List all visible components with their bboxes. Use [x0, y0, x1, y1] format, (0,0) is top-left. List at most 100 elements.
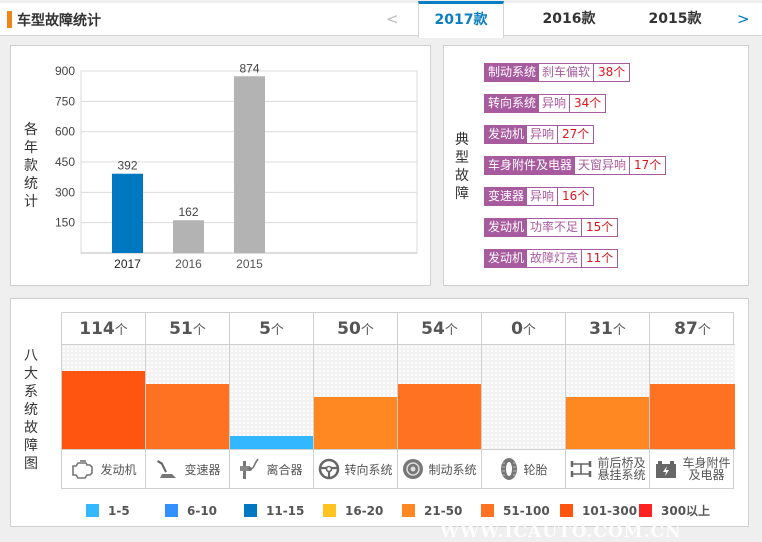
- legend-item: 21-50: [402, 502, 481, 519]
- fault-count: 16个: [558, 188, 594, 205]
- system-column[interactable]: 31个前后桥及 悬挂系统: [566, 313, 650, 488]
- y-tick-label: 600: [55, 125, 75, 139]
- data-label: 392: [117, 159, 137, 173]
- system-column[interactable]: 87个车身附件 及电器: [650, 313, 735, 488]
- fault-system: 发动机: [485, 219, 528, 236]
- fault-count: 17个: [630, 157, 666, 174]
- year-stats-panel: 各 年 款 统 计 150 300 450 600 750 900 392 2017 162 20…: [10, 45, 431, 286]
- legend-swatch: [86, 504, 99, 517]
- system-name: 轮胎: [523, 462, 548, 477]
- legend-item: 16-20: [323, 502, 402, 519]
- tab-2015[interactable]: 2015款: [648, 11, 702, 27]
- label-char: 型: [455, 150, 469, 166]
- bar-2016: [173, 220, 204, 253]
- system-label: 离合器: [230, 450, 313, 488]
- label-char: 款: [24, 158, 38, 174]
- fault-item[interactable]: 发动机 功率不足 15个: [484, 218, 619, 237]
- system-level-bar: [314, 397, 397, 449]
- eight-systems-panel: 八 大 系 统 故 障 图 114个 发动机 51个 变速器 5个 离合器 50个 转向系统 5…: [10, 298, 749, 527]
- label-char: 计: [24, 194, 38, 210]
- fault-issue: 刹车偏软: [539, 64, 595, 81]
- fault-item[interactable]: 发动机 异响 27个: [484, 125, 595, 144]
- data-label: 874: [239, 61, 259, 75]
- battery-icon: [654, 459, 678, 479]
- fault-item[interactable]: 车身附件及电器 天窗异响 17个: [484, 156, 667, 175]
- legend-swatch: [639, 504, 652, 517]
- legend-swatch: [481, 504, 494, 517]
- fault-issue: 异响: [527, 126, 559, 143]
- title-accent-bar: [7, 11, 12, 28]
- fault-count: 38个: [594, 64, 630, 81]
- system-bar-area: [62, 345, 145, 450]
- legend-item: 6-10: [165, 502, 244, 519]
- fault-item[interactable]: 变速器 异响 16个: [484, 187, 595, 206]
- legend-label: 11-15: [266, 503, 305, 518]
- system-name: 车身附件 及电器: [682, 456, 731, 482]
- system-name: 前后桥及 悬挂系统: [597, 456, 646, 482]
- steering-wheel-icon: [318, 458, 340, 480]
- y-tick-label: 900: [55, 64, 75, 78]
- next-arrow-icon[interactable]: >: [737, 10, 750, 28]
- fault-issue: 天窗异响: [575, 157, 631, 174]
- fault-item[interactable]: 制动系统 刹车偏软 38个: [484, 63, 631, 82]
- legend-label: 1-5: [108, 503, 130, 518]
- header-bar: 车型故障统计 < 2017款 2016款 2015款 >: [0, 1, 762, 38]
- tab-2016[interactable]: 2016款: [542, 11, 596, 27]
- system-bar-area: [230, 345, 313, 450]
- system-fault-count: 87个: [650, 313, 735, 345]
- prev-arrow-icon[interactable]: <: [386, 10, 399, 28]
- system-column[interactable]: 0个轮胎: [482, 313, 566, 488]
- severity-legend: 1-5 6-10 11-15 16-20 21-50 51-100 101-300 300以上: [86, 502, 718, 519]
- data-label: 162: [178, 205, 198, 219]
- system-fault-count: 51个: [146, 313, 229, 345]
- system-fault-count: 0个: [482, 313, 565, 345]
- system-fault-grid: 114个 发动机 51个 变速器 5个 离合器 50个 转向系统 54个 制动系统 0个 轮胎 31个前…: [61, 312, 735, 489]
- label-char: 系: [24, 384, 38, 400]
- legend-item: 51-100: [481, 502, 560, 519]
- system-bar-area: [566, 345, 649, 450]
- system-column[interactable]: 50个 转向系统: [314, 313, 398, 488]
- legend-swatch: [244, 504, 257, 517]
- system-label: 轮胎: [482, 450, 565, 488]
- y-tick-label: 150: [55, 216, 75, 230]
- label-char: 故: [24, 420, 38, 436]
- system-fault-count: 31个: [566, 313, 649, 345]
- legend-label: 51-100: [503, 503, 550, 518]
- system-level-bar: [230, 436, 313, 449]
- label-char: 障: [455, 186, 469, 202]
- system-bar-area: [650, 345, 735, 450]
- eight-systems-vertical-label: 八 大 系 统 故 障 图: [23, 347, 39, 473]
- bar-2015: [234, 76, 265, 253]
- legend-label: 101-300: [582, 503, 638, 518]
- legend-swatch: [165, 504, 178, 517]
- tab-2017[interactable]: 2017款: [418, 1, 504, 38]
- typical-faults-panel: 典 型 故 障 制动系统 刹车偏软 38个 转向系统 异响 34个 发动机 异响 27个 车身附件…: [443, 45, 749, 286]
- system-name: 发动机: [100, 462, 137, 477]
- fault-item[interactable]: 发动机 故障灯亮 11个: [484, 249, 619, 268]
- fault-item[interactable]: 转向系统 异响 34个: [484, 94, 607, 113]
- fault-count: 27个: [558, 126, 594, 143]
- system-column[interactable]: 114个发动机: [62, 313, 146, 488]
- system-column[interactable]: 5个 离合器: [230, 313, 314, 488]
- label-char: 大: [24, 366, 38, 382]
- label-char: 图: [24, 456, 38, 472]
- system-column[interactable]: 54个 制动系统: [398, 313, 482, 488]
- bar-2017: [112, 173, 143, 253]
- fault-system: 变速器: [485, 188, 528, 205]
- fault-issue: 故障灯亮: [527, 250, 583, 267]
- label-char: 典: [455, 132, 469, 148]
- system-fault-count: 114个: [62, 313, 145, 345]
- system-level-bar: [650, 384, 735, 449]
- system-name: 离合器: [266, 462, 303, 477]
- fault-system: 发动机: [485, 250, 528, 267]
- label-char: 统: [24, 176, 38, 192]
- label-char: 各: [24, 122, 38, 138]
- system-name: 制动系统: [428, 462, 477, 477]
- legend-label: 21-50: [424, 503, 463, 518]
- system-label: 转向系统: [314, 450, 397, 488]
- system-level-bar: [566, 397, 649, 449]
- system-label: 前后桥及 悬挂系统: [566, 450, 649, 488]
- system-column[interactable]: 51个 变速器: [146, 313, 230, 488]
- gear-shifter-icon: [154, 458, 180, 480]
- fault-count: 15个: [582, 219, 618, 236]
